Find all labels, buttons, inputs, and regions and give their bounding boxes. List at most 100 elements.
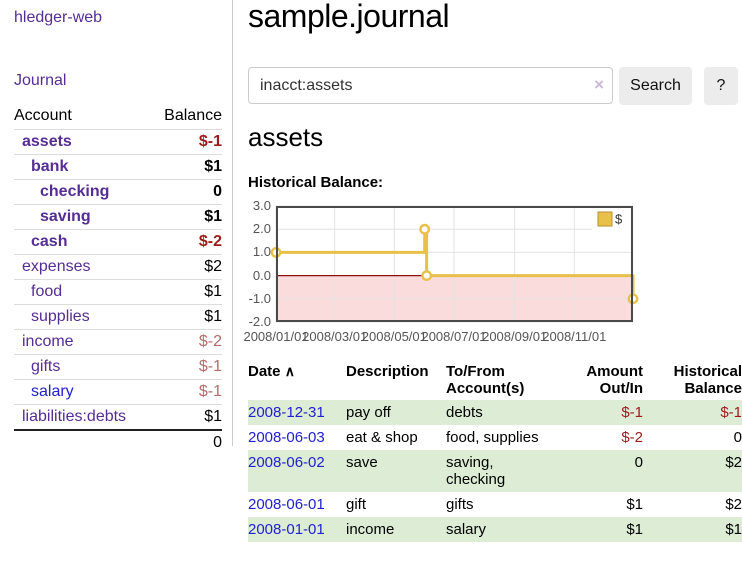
account-balance: $1	[151, 204, 222, 230]
transaction-accounts: debts	[446, 404, 483, 421]
transaction-accounts: salary	[446, 521, 487, 538]
accounts-header-row: Account Balance	[14, 104, 222, 130]
transaction-date-link[interactable]: 2008-12-31	[248, 404, 325, 421]
page-title: sample.journal	[248, 0, 450, 34]
account-balance: $-2	[151, 229, 222, 255]
transaction-description: save	[346, 454, 378, 471]
transaction-row[interactable]: 2008-06-03 eat & shop food, supplies $-2 0	[248, 425, 742, 450]
transaction-accounts: saving, checking	[446, 454, 506, 488]
register-header-balance: Historical Balance	[673, 363, 742, 397]
account-link[interactable]: salary	[31, 383, 74, 400]
transaction-date-link[interactable]: 2008-01-01	[248, 521, 325, 538]
help-button[interactable]: ?	[704, 67, 738, 105]
search-form: × Search ?	[248, 67, 742, 105]
account-link[interactable]: gifts	[31, 358, 61, 375]
register-header-description: Description	[346, 363, 429, 380]
x-axis-tick-label: 2008/11/01	[542, 329, 607, 344]
account-link[interactable]: checking	[40, 183, 110, 200]
register-table: Date ∧ Description To/From Account(s) Am…	[248, 360, 742, 542]
account-balance: $2	[151, 254, 222, 280]
transaction-balance: 0	[733, 429, 742, 446]
transaction-row[interactable]: 2008-12-31 pay off debts $-1 $-1	[248, 400, 742, 425]
register-header-date[interactable]: Date ∧	[248, 363, 295, 380]
transaction-balance: $1	[725, 521, 742, 538]
transaction-row[interactable]: 2008-01-01 income salary $1 $1	[248, 517, 742, 542]
account-balance: $1	[151, 304, 222, 330]
transaction-amount: $-2	[621, 429, 643, 446]
y-axis-tick-label: 2.0	[252, 221, 271, 237]
account-row-checking: checking 0	[14, 179, 222, 205]
account-balance: $-2	[151, 329, 222, 355]
transaction-amount: $1	[626, 496, 643, 513]
transaction-amount: 0	[634, 454, 643, 471]
account-row-salary: salary $-1	[14, 379, 222, 405]
accounts-total-balance: 0	[151, 429, 222, 455]
sort-ascending-icon: ∧	[284, 363, 295, 379]
transaction-date-link[interactable]: 2008-06-01	[248, 496, 325, 513]
account-link[interactable]: liabilities:debts	[22, 408, 127, 425]
x-axis-tick-label: 2008/05/01	[361, 329, 427, 344]
account-balance: 0	[151, 179, 222, 205]
y-axis-tick-label: 0.0	[252, 267, 271, 283]
account-heading: assets	[248, 122, 324, 152]
account-row-expenses: expenses $2	[14, 254, 222, 280]
y-axis-tick-label: 1.0	[252, 244, 271, 260]
search-box: ×	[248, 67, 613, 104]
y-axis-tick-label: -2.0	[248, 314, 271, 329]
account-balance: $-1	[151, 379, 222, 405]
chart-plot-area: $	[270, 205, 639, 323]
accounts-header-balance: Balance	[164, 107, 222, 124]
transaction-balance: $2	[725, 496, 742, 513]
transaction-balance: $-1	[720, 404, 742, 421]
register-header-row: Date ∧ Description To/From Account(s) Am…	[248, 360, 742, 400]
accounts-header-account: Account	[14, 107, 72, 124]
data-point-marker	[419, 223, 431, 235]
sidebar-item-journal[interactable]: Journal	[14, 72, 67, 89]
account-row-liabilities-debts: liabilities:debts $1	[14, 404, 222, 430]
transaction-accounts: food, supplies	[446, 429, 539, 446]
account-link[interactable]: bank	[31, 158, 69, 175]
x-axis-tick-label: 2008/03/01	[302, 329, 368, 344]
account-link[interactable]: cash	[31, 233, 68, 250]
account-row-income: income $-2	[14, 329, 222, 355]
transaction-date-link[interactable]: 2008-06-02	[248, 454, 325, 471]
search-button[interactable]: Search	[619, 67, 692, 105]
account-row-bank: bank $1	[14, 154, 222, 180]
transaction-description: eat & shop	[346, 429, 418, 446]
account-row-cash: cash $-2	[14, 229, 222, 255]
clear-search-icon[interactable]: ×	[594, 75, 604, 94]
account-row-gifts: gifts $-1	[14, 354, 222, 380]
transaction-description: income	[346, 521, 395, 538]
account-balance: $1	[151, 404, 222, 430]
account-link[interactable]: supplies	[31, 308, 90, 325]
account-row-food: food $1	[14, 279, 222, 305]
account-balance: $-1	[151, 354, 222, 380]
transaction-accounts: gifts	[446, 496, 474, 513]
historical-balance-chart: $3.0 2.0 1.0 0.0 -1.0 -2.0 2008/01/01 2008/03/0…	[243, 0, 742, 350]
account-link[interactable]: expenses	[22, 258, 91, 275]
account-link[interactable]: saving	[40, 208, 91, 225]
account-row-assets: assets $-1	[14, 129, 222, 155]
account-balance: $1	[151, 279, 222, 305]
chart-title: Historical Balance:	[248, 174, 384, 191]
transaction-row[interactable]: 2008-06-02 save saving, checking 0 $2	[248, 450, 742, 492]
accounts-table: Account Balance assets $-1 bank $1 checking 0…	[14, 104, 222, 455]
account-link[interactable]: assets	[22, 133, 72, 150]
accounts-total-row: 0	[14, 429, 222, 455]
transaction-row[interactable]: 2008-06-01 gift gifts $1 $2	[248, 492, 742, 517]
legend-label: $	[615, 212, 623, 227]
account-link[interactable]: food	[31, 283, 63, 300]
transaction-amount: $-1	[621, 404, 643, 421]
sidebar: hledger-web Journal Account Balance asse…	[0, 0, 233, 455]
register-header-amount: Amount Out/In	[586, 363, 643, 397]
x-axis-tick-label: 2008/07/01	[421, 329, 487, 344]
legend-swatch-icon	[597, 211, 613, 227]
transaction-date-link[interactable]: 2008-06-03	[248, 429, 325, 446]
app-brand-link[interactable]: hledger-web	[14, 9, 103, 26]
search-input[interactable]	[248, 67, 613, 104]
register-header-accounts: To/From Account(s)	[446, 363, 525, 397]
account-balance: $1	[151, 154, 222, 180]
account-link[interactable]: income	[22, 333, 74, 350]
x-axis-tick-label: 2008/01/01	[243, 329, 309, 344]
